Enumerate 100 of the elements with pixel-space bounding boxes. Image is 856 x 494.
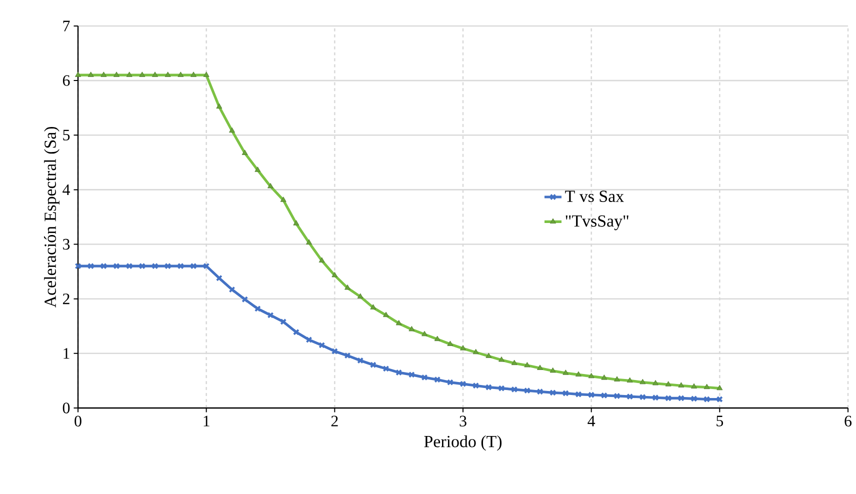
point: [396, 320, 402, 326]
point: [652, 380, 658, 386]
point: [665, 381, 672, 386]
point: [704, 396, 710, 403]
point: [434, 336, 440, 342]
point: [114, 72, 120, 77]
point: [164, 262, 172, 270]
point: [190, 262, 197, 270]
point: [716, 384, 723, 390]
point: [242, 150, 248, 155]
point: [704, 384, 710, 390]
point: [550, 389, 556, 396]
point: [203, 72, 210, 77]
point: [152, 72, 158, 77]
point: [550, 367, 556, 373]
point: [229, 127, 235, 133]
point: [588, 392, 595, 398]
point: [408, 371, 415, 378]
point: [639, 394, 646, 400]
point: [228, 286, 236, 293]
y-tick-label: 4: [62, 184, 70, 195]
point: [293, 220, 300, 226]
point: [318, 257, 325, 262]
point: [331, 348, 338, 354]
point: [318, 342, 326, 348]
point: [113, 262, 120, 270]
point: [691, 383, 697, 388]
x-tick-label: 1: [204, 416, 210, 426]
x-tick-label: 6: [844, 416, 852, 426]
point: [600, 392, 608, 399]
point: [382, 365, 390, 372]
point: [498, 385, 505, 392]
point: [100, 262, 107, 270]
point: [357, 293, 364, 298]
point: [357, 357, 364, 364]
point: [485, 384, 492, 391]
point: [164, 72, 171, 77]
x-axis-title: Periodo (T): [424, 435, 502, 451]
point: [434, 376, 441, 383]
point: [446, 379, 454, 386]
point: [306, 336, 312, 344]
point: [178, 72, 184, 77]
point: [614, 376, 620, 382]
y-tick-label: 0: [62, 402, 70, 414]
point: [267, 312, 274, 318]
point: [460, 380, 466, 388]
point: [138, 262, 146, 270]
point: [537, 364, 543, 370]
point: [100, 72, 107, 77]
point: [511, 360, 518, 366]
point: [370, 304, 376, 310]
y-tick-label: 6: [62, 75, 70, 86]
point: [203, 262, 210, 270]
point: [344, 284, 350, 290]
point: [88, 72, 94, 77]
x-tick-label: 3: [460, 416, 466, 426]
point: [588, 372, 594, 378]
point: [242, 296, 248, 303]
point: [524, 362, 530, 368]
point: [344, 352, 351, 359]
point: [498, 356, 504, 362]
point: [511, 386, 518, 393]
point: [126, 72, 132, 77]
point: [306, 239, 312, 244]
point: [652, 394, 659, 401]
point: [562, 390, 569, 397]
x-tick-label: 2: [331, 416, 338, 426]
point: [177, 262, 184, 270]
point: [460, 345, 466, 350]
point: [254, 166, 261, 172]
point: [216, 103, 222, 109]
point: [88, 262, 94, 270]
point: [472, 382, 480, 389]
y-tick-label: 7: [63, 20, 70, 32]
legend-label: T vs Sax: [565, 190, 624, 202]
point: [562, 370, 569, 375]
legend-label: "TvsSay": [566, 215, 628, 230]
y-axis-title: Aceleración Espectral (Sa): [44, 126, 60, 308]
point: [640, 378, 646, 384]
x-tick-label: 5: [716, 416, 724, 426]
point: [576, 371, 582, 376]
point: [486, 352, 492, 358]
point: [408, 326, 415, 332]
point: [396, 369, 402, 376]
y-tick-label: 1: [64, 348, 70, 359]
point: [601, 374, 608, 380]
y-tick-label: 3: [63, 238, 70, 250]
point: [152, 262, 158, 270]
point: [268, 183, 274, 188]
point: [536, 388, 544, 395]
point: [614, 392, 620, 400]
x-tick-label: 0: [74, 416, 82, 427]
point: [422, 330, 428, 336]
point: [626, 393, 634, 400]
point: [575, 391, 582, 398]
point: [472, 348, 479, 354]
point: [139, 72, 146, 77]
point: [370, 362, 376, 368]
point: [421, 374, 428, 381]
point: [690, 395, 698, 402]
